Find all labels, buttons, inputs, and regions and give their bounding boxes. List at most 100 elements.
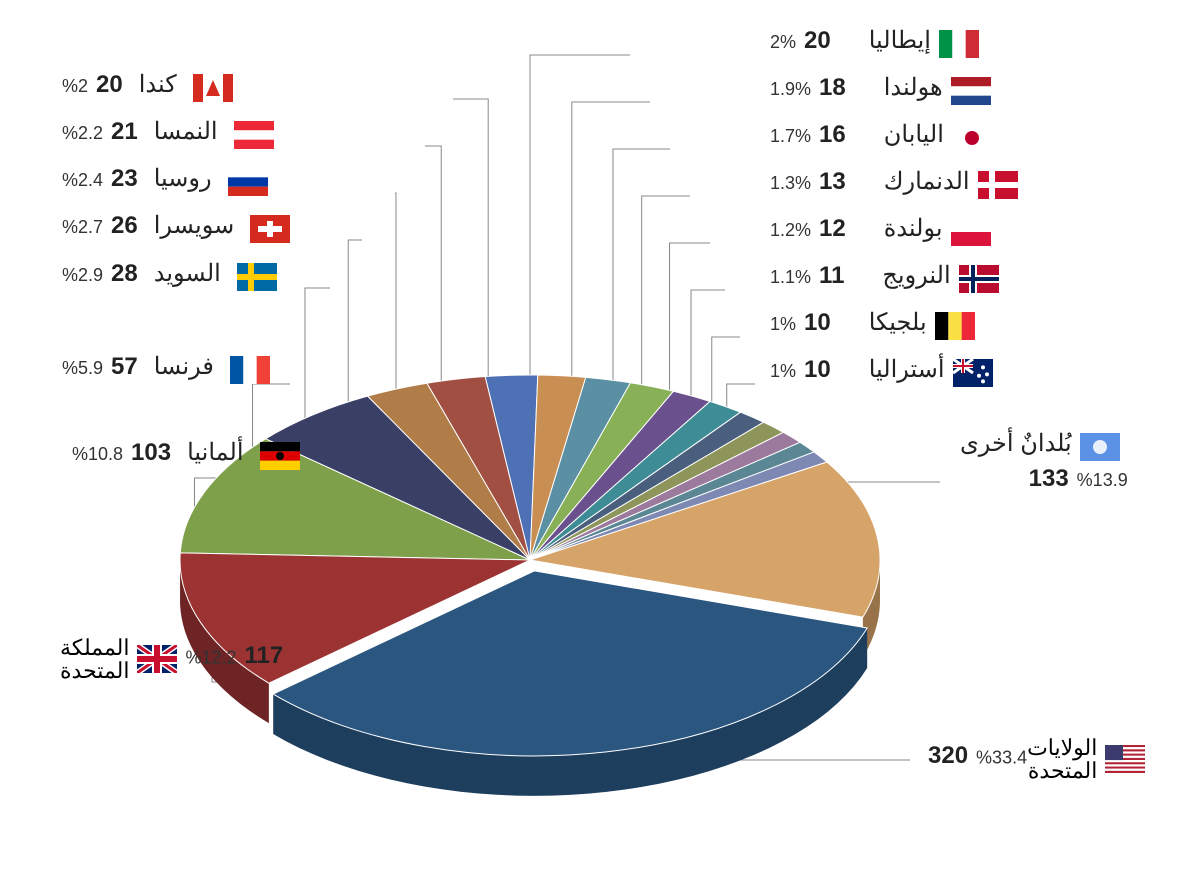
label-usa: الولاياتالمتحدة 320 %33.4	[920, 736, 1153, 782]
label-other: بُلدانٌ أخرى 133 %13.9	[960, 429, 1128, 493]
label-value-usa: 320	[928, 742, 968, 769]
denmark-flag-icon	[978, 171, 1018, 199]
leader-norway	[691, 290, 725, 400]
label-country-france: فرنسا	[154, 353, 214, 380]
label-australia: أستراليا 10 %1	[770, 355, 1001, 387]
label-country-sweden: السويد	[154, 260, 221, 287]
norway-flag-icon	[959, 265, 999, 293]
label-pct-australia: %1	[770, 361, 796, 381]
label-pct-switzerland: %2.7	[62, 217, 103, 237]
leader-russia	[395, 193, 396, 393]
label-uk: %12.2 117 المملكةالمتحدة	[60, 636, 291, 682]
label-country-belgium: بلجيكا	[869, 309, 927, 336]
sweden-flag-icon	[237, 263, 277, 291]
label-pct-uk: %12.2	[185, 647, 236, 667]
label-country-norway: النرويج	[882, 262, 950, 289]
label-country-other: بُلدانٌ أخرى	[960, 430, 1072, 457]
label-germany: %10.8 103 ألمانيا	[72, 438, 308, 470]
label-value-netherlands: 18	[819, 74, 846, 101]
label-value-france: 57	[111, 353, 138, 380]
label-value-uk: 117	[245, 642, 284, 669]
label-pct-denmark: %1.3	[770, 173, 811, 193]
label-canada: %2 20 كندا	[62, 70, 241, 102]
label-netherlands: هولندا18%1.9	[770, 73, 999, 105]
label-denmark: الدنمارك 13 %1.3	[770, 167, 1026, 199]
france-flag-icon	[230, 356, 270, 384]
label-value-germany: 103	[131, 439, 171, 466]
label-pct-france: %5.9	[62, 358, 103, 378]
leader-belgium	[712, 337, 740, 406]
label-value-belgium: 10	[804, 309, 831, 336]
label-japan: اليابان 16 %1.7	[770, 120, 1000, 152]
canada-flag-icon	[193, 74, 233, 102]
label-value-canada: 20	[96, 71, 123, 98]
label-value-russia: 23	[111, 165, 138, 192]
label-country-russia: روسيا	[154, 165, 212, 192]
label-country-austria: النمسا	[154, 118, 218, 145]
leader-australia	[727, 384, 755, 411]
label-pct-canada: %2	[62, 76, 88, 96]
un-flag-icon	[1080, 433, 1120, 461]
label-belgium: بلجيكا 10 %1	[770, 308, 983, 340]
label-country-denmark: الدنمارك	[884, 168, 970, 195]
label-pct-poland: %1.2	[770, 220, 811, 240]
label-sweden: %2.9 28 السويد	[62, 259, 285, 291]
label-country-italy: إيطاليا	[869, 27, 931, 54]
label-norway: النرويج 11 %1.1	[770, 261, 1007, 293]
label-pct-russia: %2.4	[62, 170, 103, 190]
label-pct-belgium: %1	[770, 314, 796, 334]
label-pct-japan: %1.7	[770, 126, 811, 146]
leader-poland	[670, 243, 710, 394]
leader-other	[841, 482, 940, 483]
label-value-japan: 16	[819, 121, 846, 148]
netherlands-flag-icon	[951, 77, 991, 105]
label-value-sweden: 28	[111, 260, 138, 287]
label-value-other: 133	[1029, 465, 1069, 492]
leader-austria	[425, 146, 441, 385]
label-country-switzerland: سويسرا	[154, 212, 235, 239]
label-value-poland: 12	[819, 215, 846, 242]
russia-flag-icon	[228, 168, 268, 196]
austria-flag-icon	[234, 121, 274, 149]
label-country-japan: اليابان	[884, 121, 944, 148]
label-pct-usa: %33.4	[976, 747, 1027, 767]
leader-denmark	[642, 196, 690, 389]
poland-flag-icon	[951, 218, 991, 246]
label-france: %5.9 57 فرنسا	[62, 352, 278, 384]
italy-flag-icon	[939, 30, 979, 58]
label-value-norway: 11	[819, 262, 844, 289]
label-country-usa: الولاياتالمتحدة	[1027, 736, 1097, 782]
leader-netherlands	[572, 102, 650, 380]
label-russia: %2.4 23 روسيا	[62, 164, 276, 196]
germany-flag-icon	[260, 442, 300, 470]
leader-italy	[530, 55, 630, 379]
label-poland: بولندة 12 %1.2	[770, 214, 999, 246]
label-austria: %2.221النمسا	[62, 117, 282, 149]
label-switzerland: %2.7 26 سويسرا	[62, 211, 298, 243]
leader-switzerland	[348, 240, 362, 406]
label-value-switzerland: 26	[111, 212, 138, 239]
belgium-flag-icon	[935, 312, 975, 340]
label-pct-italy: %2	[770, 32, 796, 52]
label-country-poland: بولندة	[884, 215, 943, 242]
label-country-netherlands: هولندا	[884, 74, 943, 101]
label-pct-other: %13.9	[1077, 470, 1128, 490]
japan-flag-icon	[952, 124, 992, 152]
usa-flag-icon	[1105, 745, 1145, 773]
label-pct-norway: %1.1	[770, 267, 811, 287]
label-country-canada: كندا	[139, 71, 177, 98]
pie-chart-3d: الولاياتالمتحدة 320 %33.4 %12.2 117 المملكةال…	[0, 0, 1200, 870]
label-value-denmark: 13	[819, 168, 846, 195]
label-country-germany: ألمانيا	[187, 439, 243, 466]
label-country-australia: أستراليا	[869, 356, 945, 383]
australia-flag-icon	[953, 359, 993, 387]
label-value-australia: 10	[804, 356, 831, 383]
uk-flag-icon	[137, 645, 177, 673]
label-pct-sweden: %2.9	[62, 265, 103, 285]
label-country-uk: المملكةالمتحدة	[60, 636, 129, 682]
leader-canada	[453, 99, 488, 380]
switzerland-flag-icon	[250, 215, 290, 243]
label-pct-germany: %10.8	[72, 444, 123, 464]
label-value-austria: 21	[111, 118, 138, 145]
leader-sweden	[305, 288, 330, 423]
